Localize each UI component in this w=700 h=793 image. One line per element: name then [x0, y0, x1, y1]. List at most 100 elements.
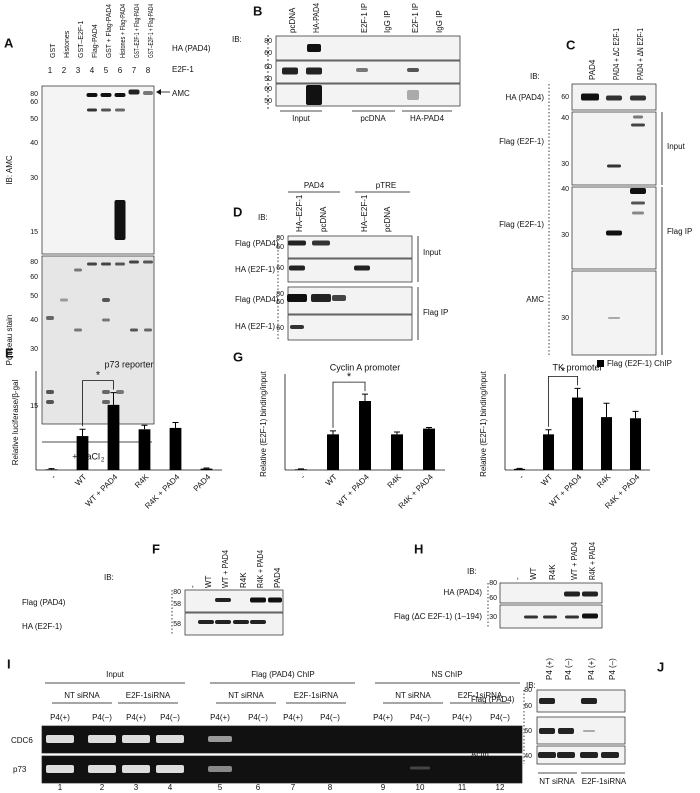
- row-label: Flag (PAD4): [235, 239, 279, 248]
- subgroup-label: NT siRNA: [64, 691, 100, 700]
- error-bar: [110, 392, 117, 405]
- mw-label: 30: [489, 614, 497, 621]
- x-tick-label: WT: [73, 472, 88, 487]
- column-label: P4(−): [248, 713, 268, 722]
- lane-number: 8: [328, 783, 333, 792]
- panel-letter: B: [253, 3, 262, 18]
- mw-label: 60: [30, 99, 38, 106]
- subgroup-label: E2F-1siRNA: [458, 691, 503, 700]
- column-label: P4(+): [126, 713, 146, 722]
- band: [306, 67, 322, 75]
- treatment-sub: 2: [101, 458, 105, 464]
- band: [46, 400, 54, 404]
- bar: [359, 401, 371, 470]
- x-tick-label: WT + PAD4: [84, 472, 120, 508]
- blot: [41, 85, 155, 255]
- legend-label: Flag (E2F-1) ChIP: [607, 359, 672, 368]
- mw-label: 60: [524, 703, 532, 710]
- row-label: Flag (PAD4): [471, 695, 515, 704]
- panel-letter: H: [414, 541, 423, 556]
- bar: [327, 434, 339, 470]
- lane-number: 2: [100, 783, 105, 792]
- band: [539, 698, 555, 704]
- mw-label: 60: [561, 94, 569, 101]
- bar: [169, 427, 182, 470]
- band: [102, 298, 110, 302]
- band: [583, 730, 595, 732]
- mw-label: 15: [30, 229, 38, 236]
- band: [122, 735, 150, 743]
- group-label: Input: [292, 114, 311, 123]
- band: [156, 735, 184, 743]
- group-label: pcDNA: [360, 114, 386, 123]
- column-label: WT: [529, 567, 538, 580]
- column-label: HA-PAD4: [312, 3, 321, 33]
- band: [100, 93, 112, 97]
- y-axis-label: Relative (E2F-1) binding/input: [479, 370, 488, 477]
- mw-label: 30: [30, 346, 38, 353]
- band: [580, 752, 598, 758]
- lane-number: 8: [146, 66, 151, 75]
- y-axis-label: Relative (E2F-1) binding/input: [259, 370, 268, 477]
- significance: *: [347, 371, 352, 383]
- bar: [200, 468, 213, 470]
- row-label: HA (PAD4): [172, 44, 211, 53]
- band: [87, 262, 97, 266]
- error-bar: [141, 424, 148, 430]
- mw-label: 40: [30, 317, 38, 324]
- row-label: Flag (PAD4): [235, 295, 279, 304]
- group-label: HA-PAD4: [410, 114, 445, 123]
- column-label: pcDNA: [383, 206, 392, 232]
- x-tick-label: R4K: [133, 472, 151, 490]
- band: [608, 317, 620, 319]
- ib-label: IB:: [467, 567, 477, 576]
- band: [601, 752, 619, 758]
- band: [311, 294, 331, 302]
- band: [114, 200, 126, 240]
- x-tick-label: -: [49, 472, 57, 480]
- band: [407, 90, 419, 100]
- error-bar: [79, 428, 86, 437]
- row-label: AMC: [172, 89, 190, 98]
- band: [122, 765, 150, 773]
- error-bar: [48, 468, 55, 470]
- mw-label: 30: [561, 315, 569, 322]
- mw-label: 40: [30, 140, 38, 147]
- column-label: HA–E2F-1: [360, 194, 369, 232]
- column-label: P4(+): [373, 713, 393, 722]
- error-bar: [394, 431, 400, 435]
- legend-swatch: [597, 360, 604, 367]
- band: [60, 298, 68, 302]
- row-label: HA (PAD4): [505, 93, 544, 102]
- mw-label: 60: [524, 728, 532, 735]
- blot: [571, 270, 657, 356]
- band: [631, 123, 645, 127]
- column-label: -: [188, 585, 197, 588]
- column-label: P4(−): [490, 713, 510, 722]
- bar: [295, 469, 307, 470]
- mw-label: 50: [30, 116, 38, 123]
- column-label: P4(−): [92, 713, 112, 722]
- group-label: pTRE: [376, 181, 396, 190]
- column-label: P4(+): [283, 713, 303, 722]
- column-label: PAD4 + ΔN E2F-1: [636, 28, 645, 80]
- bar: [76, 436, 89, 470]
- ib-label: IB:: [258, 213, 268, 222]
- column-label: E2F-1 IP: [411, 3, 420, 33]
- subgroup-label: E2F-1siRNA: [294, 691, 339, 700]
- column-label: P4(−): [320, 713, 340, 722]
- band: [102, 390, 110, 394]
- mw-label: 60: [276, 244, 284, 251]
- band: [46, 316, 54, 320]
- mw-label: 60: [264, 86, 272, 93]
- band: [74, 268, 82, 272]
- row-label: Flag (E2F-1): [499, 137, 544, 146]
- band: [289, 265, 305, 271]
- band: [282, 67, 298, 75]
- band: [539, 728, 555, 734]
- error-bar: [330, 430, 336, 435]
- band: [607, 164, 621, 168]
- mw-label: 80: [276, 235, 284, 242]
- blot: [41, 255, 155, 425]
- panel-letter: A: [4, 35, 14, 50]
